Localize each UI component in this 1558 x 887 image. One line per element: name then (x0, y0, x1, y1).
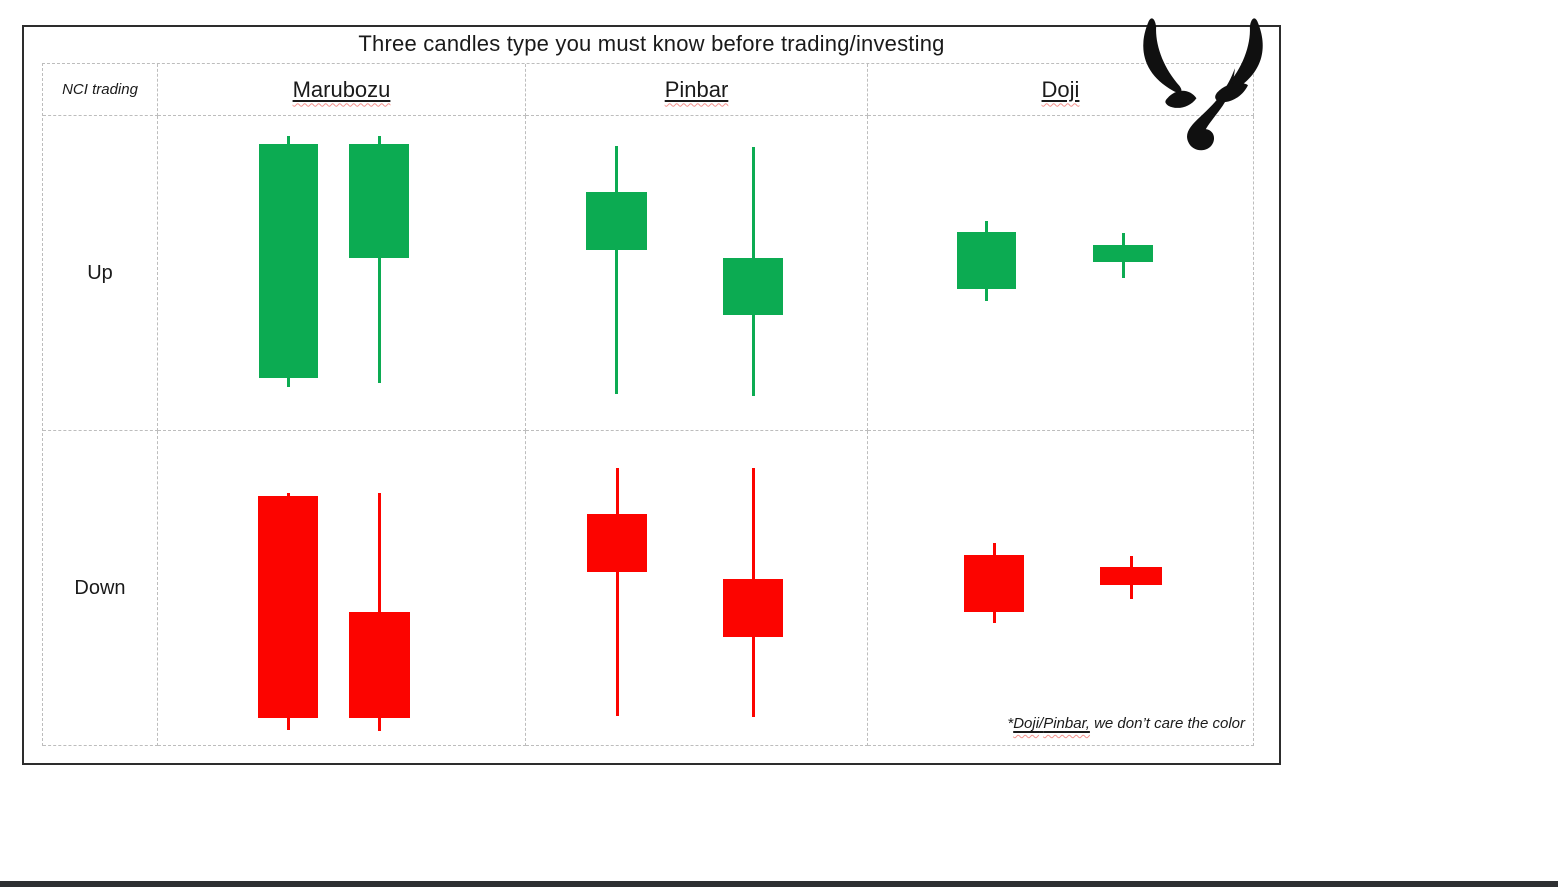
footnote-part-1-text: Doji (1013, 715, 1040, 732)
header-pinbar-text: Pinbar (664, 76, 729, 102)
bottom-edge-bar (0, 881, 1558, 887)
column-header-pinbar: Pinbar (526, 64, 868, 116)
corner-brand-label: NCI trading (43, 64, 158, 116)
header-marubozu-text: Marubozu (292, 76, 391, 102)
cell-up-marubozu (158, 116, 526, 431)
cell-down-doji (868, 431, 1254, 746)
footnote-part-2: / (1039, 715, 1044, 732)
page-title: Three candles type you must know before … (358, 31, 945, 56)
bull-icon (1143, 18, 1263, 151)
row-label-up: Up (43, 116, 158, 431)
footnote: *Doji/Pinbar, we don’t care the color (975, 715, 1245, 732)
brand-text: NCI trading (62, 81, 138, 98)
cell-down-marubozu (158, 431, 526, 746)
column-header-marubozu: Marubozu (158, 64, 526, 116)
footnote-part-3-text: Pinbar, (1043, 715, 1090, 732)
candle-type-table: NCI trading Marubozu Pinbar Doji Up Down (42, 63, 1254, 746)
footnote-part-1: Doji (1013, 715, 1039, 732)
footnote-part-4: we don’t care the color (1089, 715, 1245, 732)
footnote-part-0: * (1007, 715, 1014, 732)
cell-up-doji (868, 116, 1254, 431)
column-header-doji: Doji (868, 64, 1254, 116)
diagram-frame (22, 25, 1281, 765)
cell-up-pinbar (526, 116, 868, 431)
cell-down-pinbar (526, 431, 868, 746)
footnote-part-3: Pinbar, (1043, 715, 1090, 732)
header-doji-text: Doji (1041, 76, 1080, 102)
row-label-down: Down (43, 431, 158, 746)
